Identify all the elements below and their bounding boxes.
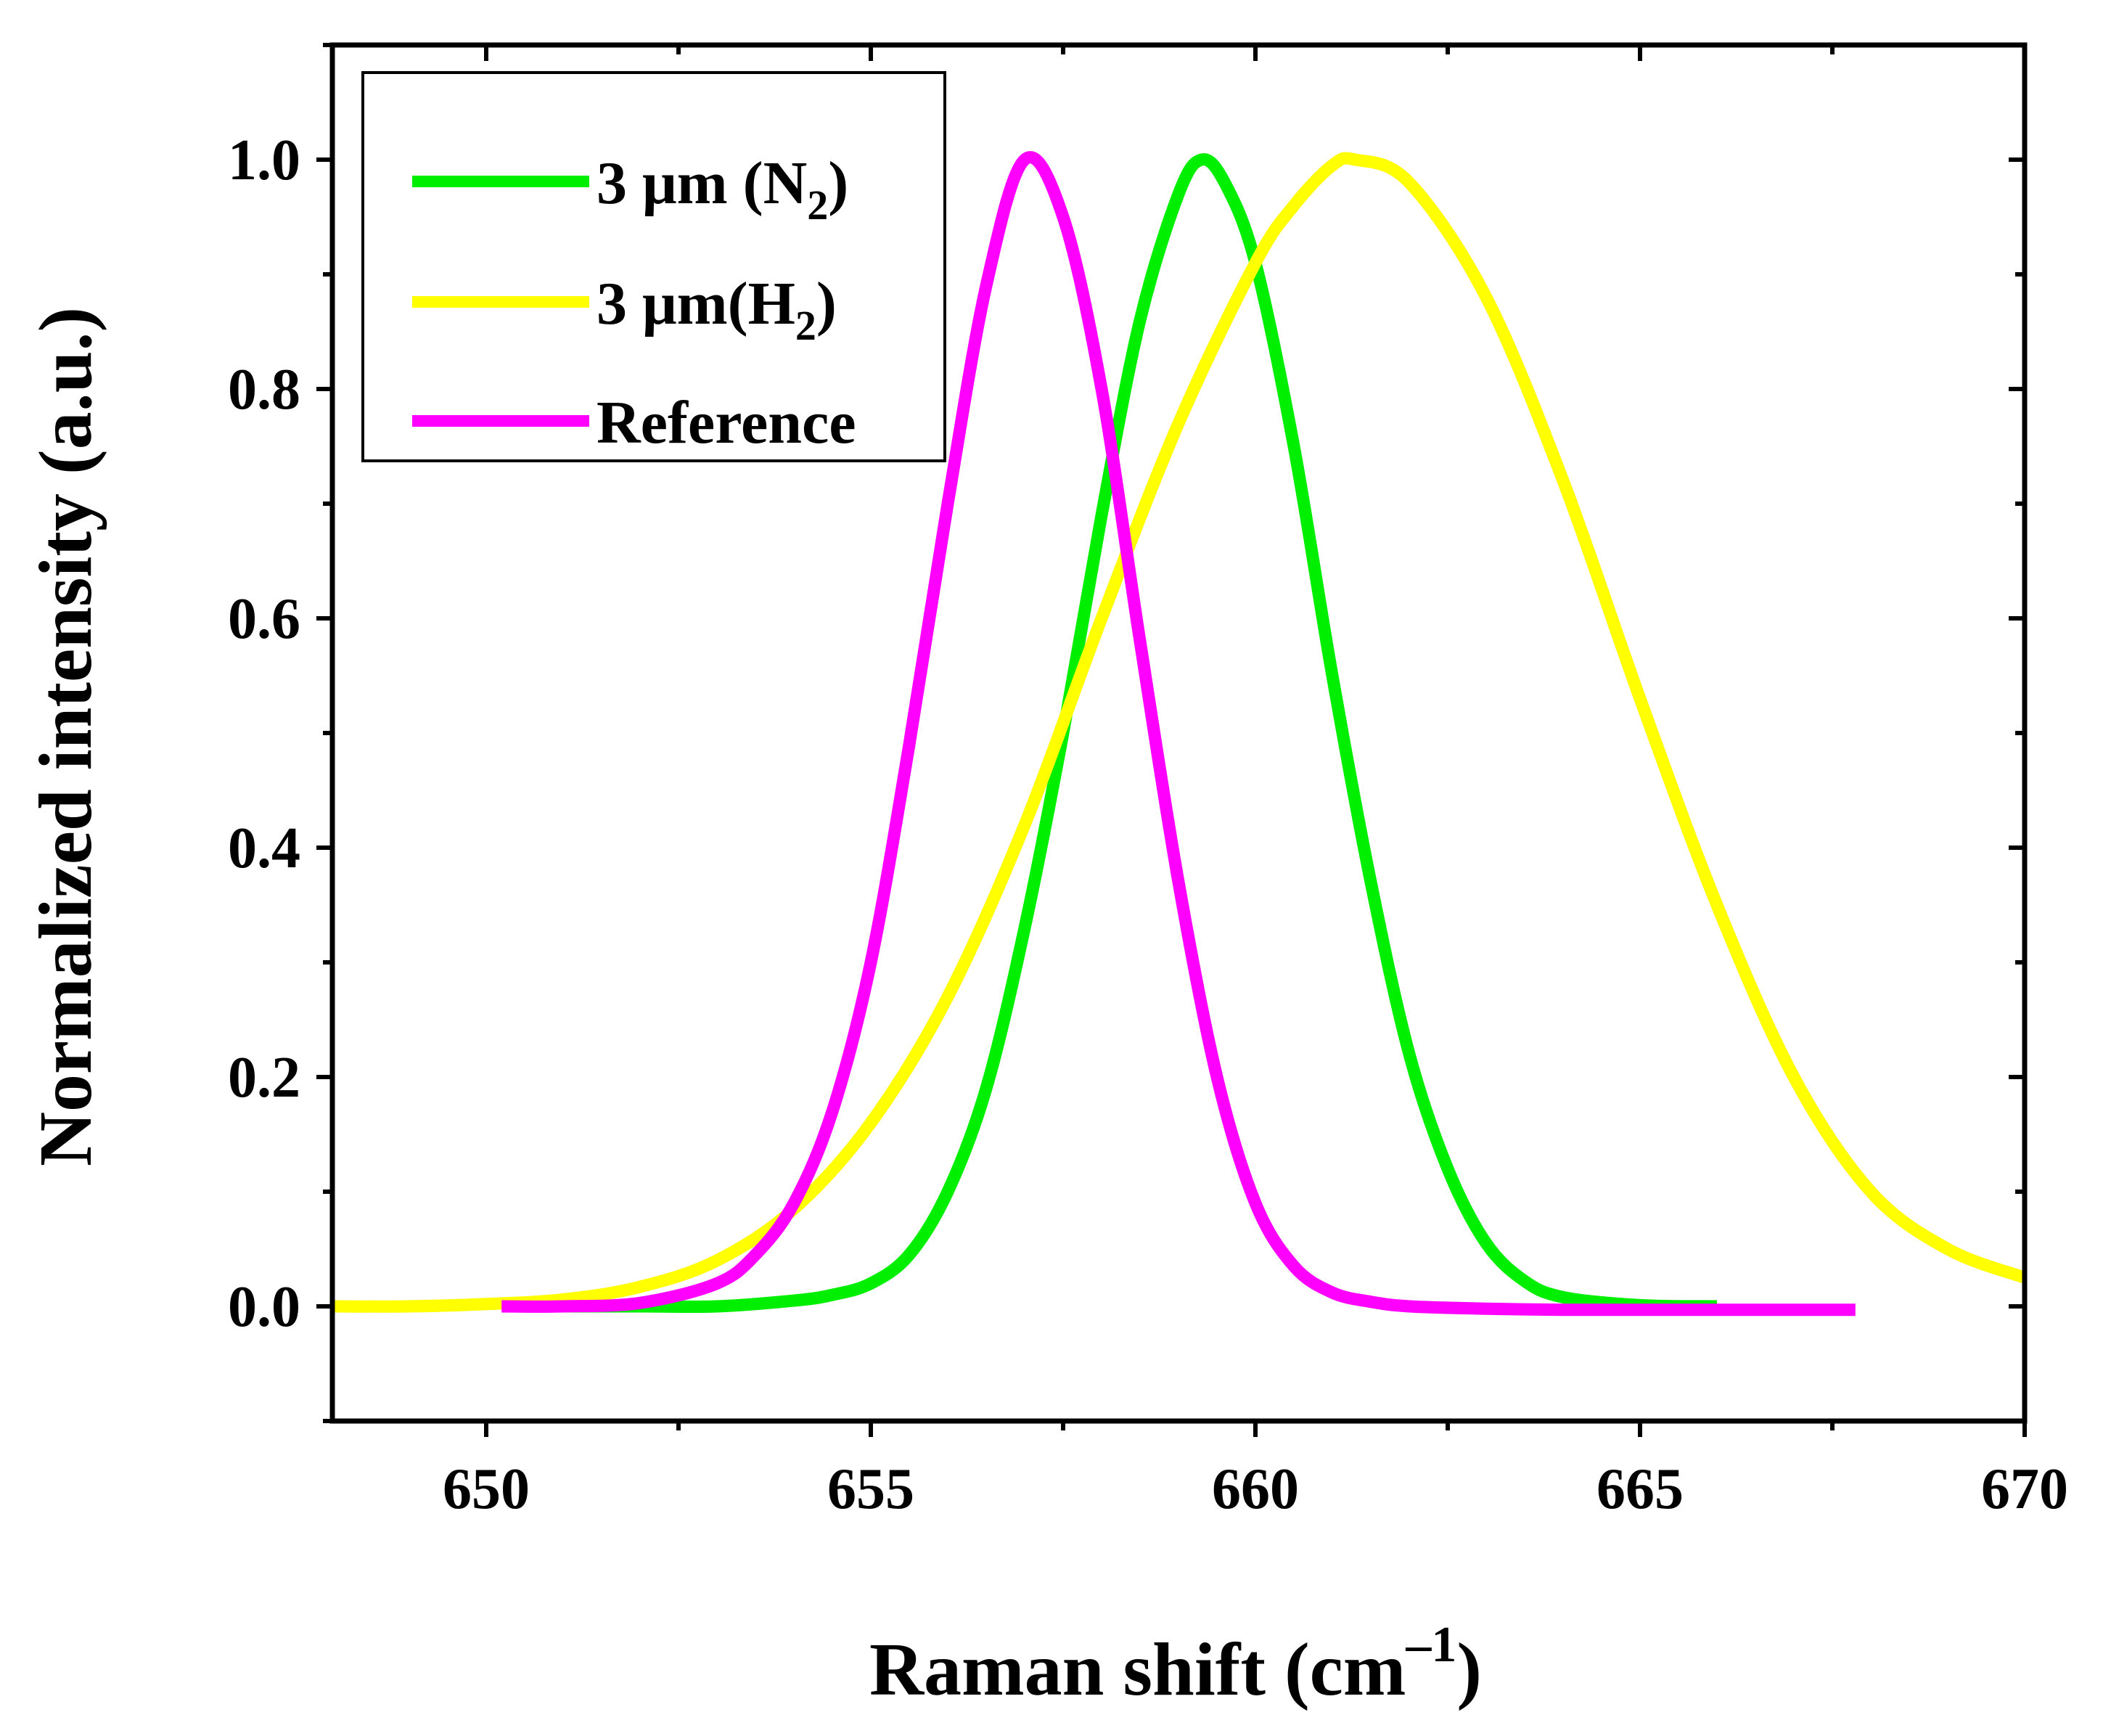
y-tick-label: 0.6 [228,587,300,651]
series-line-n2 [562,153,1718,1314]
y-tick-label: 1.0 [228,128,300,192]
y-tick-label: 0.4 [228,816,300,880]
tick-layer: 650 655 660 665 670 0.0 0.2 0.4 0.6 0.8 1.0 [228,43,2068,1521]
plot-frame [329,42,2028,1424]
plot-area [332,151,2027,1317]
x-tick-label: 660 [1212,1457,1299,1521]
x-tick-label: 655 [827,1457,914,1521]
x-tick-label: 650 [443,1457,530,1521]
legend-label-reference: Reference [597,389,856,456]
y-tick-label: 0.2 [228,1046,300,1110]
legend-item-n2: 3 μm (N2) [412,150,848,229]
y-tick-label: 0.8 [228,358,300,422]
x-tick-label: 670 [1981,1457,2068,1521]
legend: 3 μm (N2) 3 μm(H2) Reference [361,71,946,462]
series-line-reference [501,151,1856,1317]
y-axis-title: Normalized intensity (a.u.) [24,307,107,1166]
x-axis-title-superscript: –1 [1405,1617,1456,1673]
y-tick-label: 0.0 [228,1275,300,1339]
legend-item-reference: Reference [412,389,856,456]
legend-item-h2: 3 μm(H2) [412,270,837,349]
x-axis-title-close: ) [1456,1628,1482,1711]
x-axis-title-base: Raman shift (cm [869,1628,1406,1711]
legend-label-h2: 3 μm(H2) [597,270,837,349]
legend-box [361,71,946,462]
x-tick-label: 665 [1596,1457,1684,1521]
series-line-h2 [332,152,2027,1313]
legend-label-n2: 3 μm (N2) [597,150,848,229]
x-axis-title: Raman shift (cm–1) [869,1617,1482,1711]
